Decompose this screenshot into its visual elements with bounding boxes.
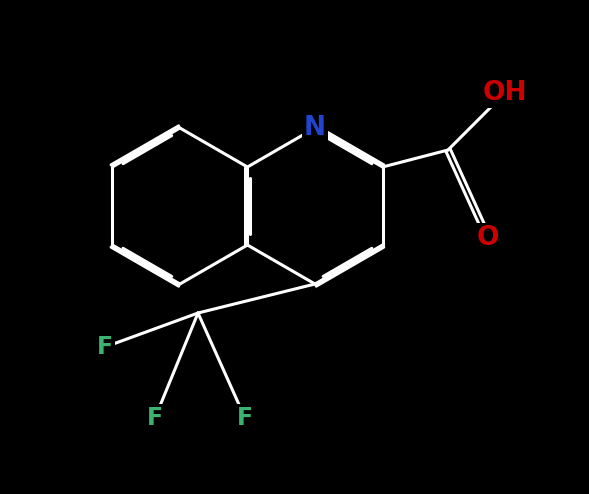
Text: F: F [237, 406, 253, 430]
Text: F: F [147, 406, 163, 430]
Text: F: F [97, 335, 113, 359]
Text: N: N [304, 115, 326, 141]
Text: O: O [477, 225, 499, 251]
Text: OH: OH [483, 80, 527, 106]
